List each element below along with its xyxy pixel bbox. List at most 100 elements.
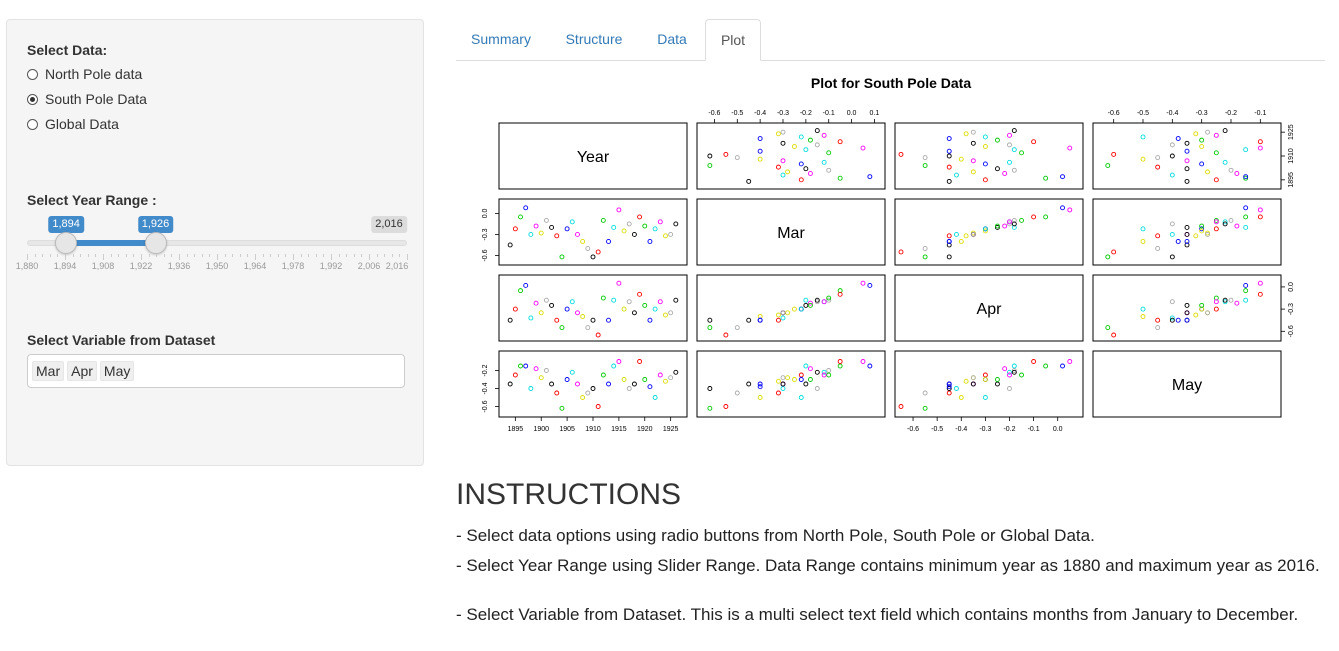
- radio-south-pole[interactable]: South Pole Data: [27, 89, 147, 109]
- data-point: [946, 178, 952, 184]
- chip-mar[interactable]: Mar: [32, 361, 65, 381]
- data-point: [922, 405, 928, 411]
- slider-track[interactable]: [27, 240, 407, 246]
- data-point: [837, 359, 843, 364]
- data-point: [1213, 177, 1219, 183]
- data-point: [606, 317, 611, 323]
- variable-multiselect[interactable]: Mar Apr May: [27, 354, 405, 388]
- data-point: [621, 306, 627, 312]
- data-point: [663, 378, 668, 384]
- data-point: [1155, 164, 1161, 170]
- data-point: [600, 372, 606, 378]
- data-point: [1007, 219, 1012, 225]
- data-point: [780, 140, 786, 146]
- data-point: [922, 163, 928, 168]
- axis-tick-label: -0.1: [823, 110, 835, 117]
- data-point: [631, 381, 637, 387]
- variable-label: Select Variable from Dataset: [27, 332, 216, 348]
- slider-grid-minor-tick: [247, 254, 249, 257]
- data-point: [982, 395, 988, 400]
- data-point: [1222, 297, 1228, 303]
- tab-data[interactable]: Data: [657, 31, 687, 47]
- tab-bar: Summary Structure Data Plot: [456, 19, 1325, 61]
- data-point: [1011, 368, 1017, 373]
- data-point: [1222, 221, 1228, 227]
- axis-tick-label: 0.0: [482, 208, 489, 218]
- radio-button[interactable]: [27, 118, 38, 130]
- data-point: [518, 363, 523, 369]
- data-point: [507, 381, 513, 387]
- data-point: [707, 163, 713, 168]
- slider-to-handle[interactable]: [144, 232, 167, 254]
- data-point: [946, 239, 952, 244]
- data-point: [590, 317, 596, 323]
- data-point: [642, 302, 648, 308]
- slider-from-handle[interactable]: [55, 232, 78, 254]
- data-point: [958, 156, 964, 162]
- data-point: [1205, 129, 1210, 135]
- data-point: [860, 145, 866, 151]
- data-point: [1193, 233, 1199, 239]
- tab-plot[interactable]: Plot: [705, 19, 761, 61]
- data-point: [723, 404, 729, 409]
- slider-grid-label: 2,006: [357, 261, 381, 271]
- axis-tick-label: -0.6: [708, 110, 720, 117]
- data-point: [549, 224, 555, 230]
- data-point: [652, 226, 658, 232]
- data-point: [595, 332, 601, 338]
- chip-apr[interactable]: Apr: [67, 361, 97, 381]
- slider-grid-tick: [141, 254, 142, 260]
- data-point: [734, 390, 740, 396]
- slider-grid-label: 1,950: [205, 261, 229, 271]
- radio-button-checked[interactable]: [27, 93, 38, 105]
- data-point: [757, 156, 763, 162]
- data-point: [1019, 372, 1024, 378]
- data-point: [616, 359, 622, 364]
- data-point: [994, 137, 1000, 143]
- data-point: [647, 239, 653, 244]
- data-point: [600, 217, 606, 223]
- slider-grid-minor-tick: [239, 254, 241, 257]
- slider-grid-minor-tick: [49, 254, 51, 257]
- slider-grid-label: 2,016: [385, 261, 409, 271]
- data-point: [757, 381, 763, 387]
- tab-summary[interactable]: Summary: [471, 31, 531, 47]
- data-point: [1140, 306, 1146, 312]
- year-range-slider[interactable]: 1,894 1,926 2,016 1,880 1,894 1,908 1,922 1,…: [16, 216, 409, 276]
- data-point: [1175, 239, 1181, 244]
- tab-structure[interactable]: Structure: [565, 31, 623, 47]
- data-point: [1228, 167, 1234, 173]
- data-point: [970, 140, 976, 146]
- data-point: [1043, 175, 1049, 181]
- data-point: [1184, 224, 1190, 230]
- slider-grid-tick: [255, 254, 256, 260]
- chip-may[interactable]: May: [99, 361, 135, 381]
- data-point: [575, 381, 580, 387]
- data-point: [982, 134, 988, 140]
- data-point: [1011, 167, 1017, 173]
- data-point: [780, 129, 786, 135]
- data-point: [954, 386, 959, 391]
- data-point: [559, 405, 565, 411]
- axis-tick-label: -0.2: [1225, 110, 1237, 117]
- radio-north-pole[interactable]: North Pole data: [27, 64, 142, 84]
- data-point: [780, 375, 786, 381]
- data-point: [1140, 156, 1146, 162]
- data-point: [807, 366, 813, 372]
- data-point: [970, 158, 976, 164]
- data-point: [616, 207, 622, 213]
- data-point: [1067, 359, 1073, 364]
- radio-global[interactable]: Global Data: [27, 114, 119, 134]
- axis-tick-label: -0.3: [777, 110, 789, 117]
- diagonal-label: Apr: [977, 301, 1003, 318]
- data-point: [1228, 297, 1234, 303]
- slider-grid-minor-tick: [201, 254, 203, 257]
- data-point: [595, 404, 601, 409]
- data-point: [626, 221, 632, 227]
- data-point: [611, 224, 617, 230]
- axis-tick-label: 1910: [585, 426, 601, 433]
- slider-max-label: 2,016: [371, 216, 407, 233]
- radio-button[interactable]: [27, 68, 38, 80]
- data-point: [554, 390, 560, 396]
- data-point: [1199, 226, 1205, 232]
